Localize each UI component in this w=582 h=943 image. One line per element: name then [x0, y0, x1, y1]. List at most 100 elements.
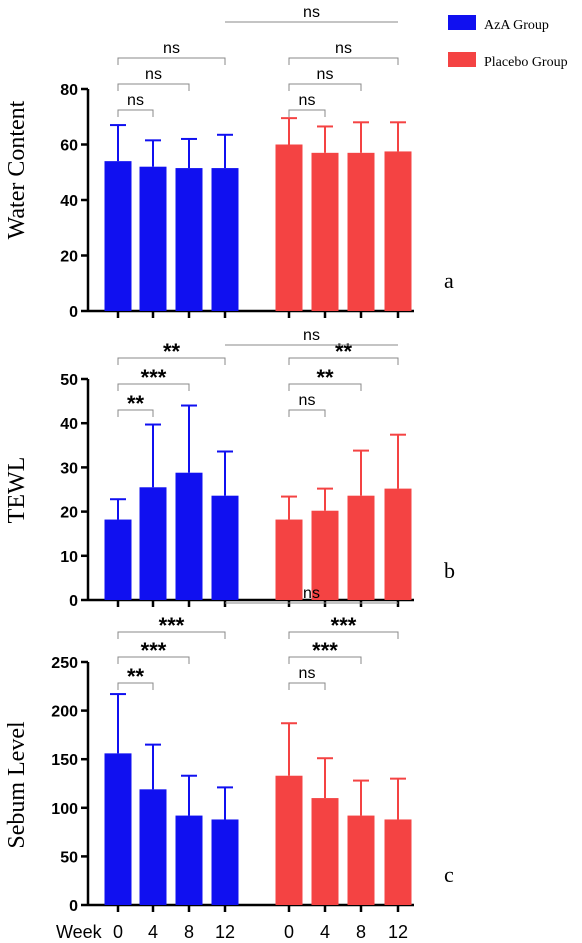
bar-placebo-group-week-8	[347, 495, 375, 600]
significance-label: ns	[303, 327, 320, 344]
y-tick-label: 40	[60, 193, 78, 210]
significance-bracket	[117, 83, 190, 91]
significance-bracket	[288, 409, 326, 417]
significance-bracket	[288, 682, 326, 690]
panel-label: c	[444, 862, 454, 887]
bar-placebo-group-week-12	[384, 488, 412, 600]
x-tick-label: 4	[148, 922, 158, 942]
significance-label: ns	[127, 92, 144, 109]
y-tick-label: 0	[69, 304, 78, 321]
significance-label: ns	[303, 4, 320, 21]
y-axis-label: TEWL	[4, 457, 30, 524]
significance-label: ns	[145, 66, 162, 83]
bar-aza-group-week-4	[139, 789, 167, 905]
bar-aza-group-week-8	[175, 815, 203, 905]
y-tick-label: 250	[51, 655, 78, 672]
y-tick-label: 60	[60, 138, 78, 155]
significance-bracket	[288, 383, 362, 391]
y-tick-label: 20	[60, 505, 78, 522]
y-tick-label: 0	[69, 593, 78, 610]
significance-label: **	[316, 365, 334, 390]
significance-bracket	[117, 656, 190, 664]
y-tick-label: 150	[51, 752, 78, 769]
bar-placebo-group-week-0	[275, 775, 303, 905]
y-tick-label: 50	[60, 849, 78, 866]
bar-placebo-group-week-4	[311, 510, 339, 600]
bar-aza-group-week-0	[104, 161, 132, 311]
y-tick-label: 30	[60, 460, 78, 477]
panel-label: a	[444, 268, 454, 293]
bar-aza-group-week-12	[211, 819, 239, 905]
x-tick-label: 4	[320, 922, 330, 942]
bar-aza-group-week-0	[104, 753, 132, 905]
x-tick-label: 12	[388, 922, 408, 942]
bar-placebo-group-week-4	[311, 152, 339, 311]
bar-aza-group-week-4	[139, 487, 167, 600]
significance-label: ***	[312, 638, 338, 663]
y-tick-label: 0	[69, 898, 78, 915]
x-tick-label: 12	[215, 922, 235, 942]
y-tick-label: 50	[60, 372, 78, 389]
significance-bracket	[288, 631, 399, 639]
significance-label: ns	[299, 665, 316, 682]
bar-aza-group-week-12	[211, 495, 239, 600]
significance-label: ns	[303, 585, 320, 602]
significance-bracket	[117, 109, 154, 117]
significance-label: **	[127, 391, 145, 416]
significance-bracket	[288, 656, 362, 664]
panel-label: b	[444, 558, 455, 583]
bar-aza-group-week-12	[211, 168, 239, 311]
bar-aza-group-week-8	[175, 472, 203, 600]
significance-label: ***	[159, 613, 185, 638]
bar-placebo-group-week-12	[384, 819, 412, 905]
bar-placebo-group-week-4	[311, 798, 339, 905]
bar-placebo-group-week-0	[275, 144, 303, 311]
x-tick-label: 0	[284, 922, 294, 942]
significance-bracket	[288, 83, 362, 91]
significance-bracket	[288, 357, 399, 365]
significance-label: ns	[317, 66, 334, 83]
bar-aza-group-week-8	[175, 168, 203, 311]
y-tick-label: 20	[60, 249, 78, 266]
significance-label: ns	[299, 392, 316, 409]
significance-label: ***	[141, 638, 167, 663]
significance-label: ns	[335, 40, 352, 57]
bar-aza-group-week-0	[104, 519, 132, 600]
y-tick-label: 10	[60, 549, 78, 566]
x-tick-label: 8	[184, 922, 194, 942]
y-axis-label: Sebum Level	[4, 721, 30, 849]
bar-placebo-group-week-8	[347, 152, 375, 311]
bar-placebo-group-week-8	[347, 815, 375, 905]
x-axis-labels: Week 0 4 8 12 0 4 8 12	[56, 922, 408, 942]
significance-label: ***	[331, 613, 357, 638]
significance-label: ***	[141, 365, 167, 390]
significance-bracket	[117, 682, 154, 690]
x-tick-label: 8	[356, 922, 366, 942]
legend: AzA Group Placebo Group	[448, 15, 568, 70]
y-tick-label: 40	[60, 416, 78, 433]
significance-bracket	[117, 57, 226, 65]
x-tick-label: 0	[113, 922, 123, 942]
y-tick-label: 100	[51, 801, 78, 818]
significance-bracket	[288, 57, 399, 65]
significance-label: **	[163, 339, 181, 364]
bar-aza-group-week-4	[139, 166, 167, 311]
bar-placebo-group-week-12	[384, 151, 412, 311]
bar-placebo-group-week-0	[275, 519, 303, 600]
y-tick-label: 80	[60, 82, 78, 99]
significance-label: **	[127, 664, 145, 689]
significance-label: ns	[163, 40, 180, 57]
legend-label-placebo: Placebo Group	[484, 55, 568, 70]
y-tick-label: 200	[51, 704, 78, 721]
significance-bracket	[117, 357, 226, 365]
significance-bracket	[117, 383, 190, 391]
legend-label-aza: AzA Group	[484, 18, 549, 33]
significance-label: ns	[299, 92, 316, 109]
legend-swatch-aza	[448, 15, 476, 30]
legend-swatch-placebo	[448, 52, 476, 67]
